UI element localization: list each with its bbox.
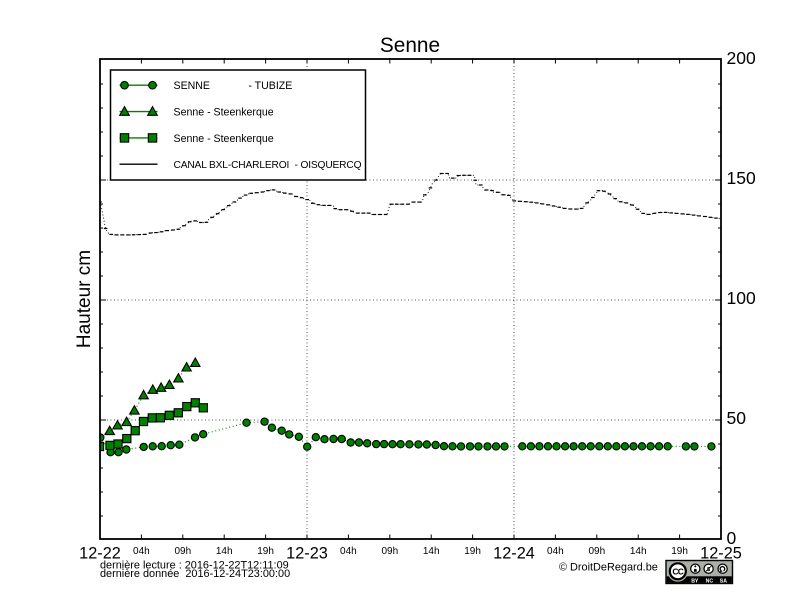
svg-text:Hauteur cm: Hauteur cm [74,250,95,348]
svg-text:12-22: 12-22 [79,545,121,563]
svg-text:CC: CC [672,567,683,577]
svg-text:- TUBIZE: - TUBIZE [248,80,292,92]
svg-text:04h: 04h [340,546,357,557]
svg-text:14h: 14h [630,546,647,557]
svg-text:14h: 14h [423,546,440,557]
svg-text:09h: 09h [381,546,398,557]
svg-text:$: $ [707,567,711,573]
svg-text:© DroitDeRegard.be: © DroitDeRegard.be [559,562,658,574]
svg-text:12-23: 12-23 [286,545,328,563]
svg-text:0: 0 [727,528,737,548]
svg-text:19h: 19h [671,546,688,557]
svg-text:Senne: Senne [380,34,440,57]
svg-text:50: 50 [727,408,747,428]
svg-text:150: 150 [727,168,756,188]
svg-text:SA: SA [720,579,727,585]
svg-text:SENNE: SENNE [174,80,211,92]
svg-text:dernière lecture : 2016-12-22T: dernière lecture : 2016-12-22T12:11:09 [100,559,289,571]
svg-text:NC: NC [706,579,714,585]
svg-text:12-25: 12-25 [700,545,742,563]
svg-text:19h: 19h [257,546,274,557]
svg-text:dernière donnée 2016-12-24T23: dernière donnée 2016-12-24T23:00:00 [100,568,290,580]
svg-text:04h: 04h [133,546,150,557]
svg-text:BY: BY [691,579,699,585]
svg-text:Senne - Steenkerque: Senne - Steenkerque [174,133,274,145]
svg-text:CANAL BXL-CHARLEROI - OISQUER: CANAL BXL-CHARLEROI - OISQUERCQ [174,160,362,171]
svg-text:12-24: 12-24 [493,545,535,563]
svg-text:Senne - Steenkerque: Senne - Steenkerque [174,107,274,119]
svg-text:200: 200 [727,48,756,68]
svg-text:14h: 14h [216,546,233,557]
svg-text:19h: 19h [464,546,481,557]
svg-text:09h: 09h [588,546,605,557]
svg-text:100: 100 [727,288,756,308]
svg-text:09h: 09h [174,546,191,557]
svg-text:04h: 04h [547,546,564,557]
